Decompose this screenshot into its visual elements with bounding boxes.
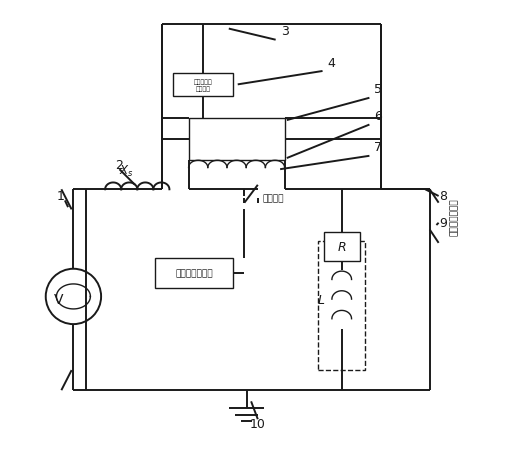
Text: V: V [53, 292, 63, 306]
Text: 2: 2 [115, 159, 123, 172]
Text: 5: 5 [375, 83, 382, 96]
Bar [324, 232, 360, 261]
Text: 7: 7 [375, 141, 382, 154]
Bar [189, 119, 285, 161]
Text: 快速开关控制器: 快速开关控制器 [176, 269, 213, 278]
Text: 6: 6 [375, 110, 382, 123]
Bar [173, 74, 233, 97]
Text: $X_s$: $X_s$ [119, 164, 133, 179]
Text: 1: 1 [57, 190, 65, 203]
Text: 4: 4 [327, 56, 335, 69]
Text: 9: 9 [439, 217, 447, 230]
Text: R: R [338, 240, 346, 253]
Text: L: L [318, 293, 325, 306]
Bar [318, 241, 365, 370]
Text: 8: 8 [439, 190, 447, 203]
Text: 系统短路故障点: 系统短路故障点 [450, 198, 459, 235]
Bar [155, 259, 233, 288]
Text: 金属氧化物: 金属氧化物 [194, 79, 213, 84]
Text: 快速开关: 快速开关 [262, 194, 284, 203]
Text: 片成电阻: 片成电阻 [196, 86, 211, 92]
Text: 10: 10 [250, 417, 266, 430]
Text: 3: 3 [281, 25, 288, 38]
